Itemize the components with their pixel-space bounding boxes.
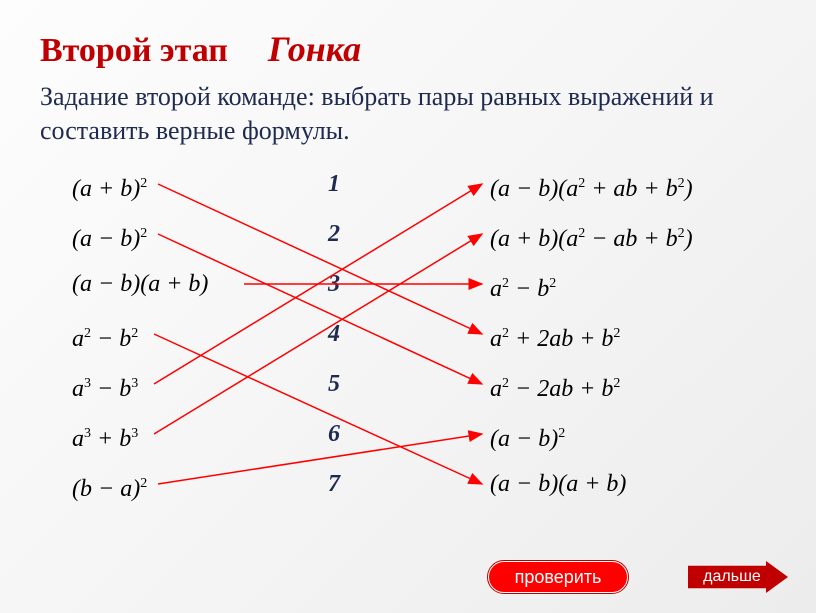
right-column: (a − b)(a2 + ab + b2) (a + b)(a2 − ab + b… <box>490 170 693 498</box>
row-number-7: 7 <box>328 470 340 498</box>
left-column: (a + b)2 (a − b)2 (a − b)(a + b) a2 − b2 a3 … <box>72 170 208 498</box>
check-button[interactable]: проверить <box>488 561 628 593</box>
row-number-5: 5 <box>328 370 340 398</box>
right-expr-5: a2 − 2ab + b2 <box>490 370 693 398</box>
row-number-6: 6 <box>328 420 340 448</box>
task-description: Задание второй команде: выбрать пары рав… <box>40 80 760 148</box>
stage-title: Второй этап <box>40 32 228 70</box>
row-number-4: 4 <box>328 320 340 348</box>
right-expr-3: a2 − b2 <box>490 270 693 298</box>
right-expr-4: a2 + 2ab + b2 <box>490 320 693 348</box>
left-expr-6: a3 + b3 <box>72 420 208 448</box>
left-expr-1: (a + b)2 <box>72 170 208 198</box>
next-button[interactable]: дальше <box>688 561 788 593</box>
left-expr-4: a2 − b2 <box>72 320 208 348</box>
row-number-1: 1 <box>328 170 340 198</box>
right-expr-1: (a − b)(a2 + ab + b2) <box>490 170 693 198</box>
right-expr-7: (a − b)(a + b) <box>490 470 693 498</box>
left-expr-5: a3 − b3 <box>72 370 208 398</box>
left-expr-3: (a − b)(a + b) <box>72 270 208 298</box>
left-expr-7: (b − a)2 <box>72 470 208 498</box>
race-title: Гонка <box>268 28 361 70</box>
matching-area: (a + b)2 (a − b)2 (a − b)(a + b) a2 − b2 a3 … <box>0 170 816 550</box>
right-expr-6: (a − b)2 <box>490 420 693 448</box>
right-expr-2: (a + b)(a2 − ab + b2) <box>490 220 693 248</box>
left-expr-2: (a − b)2 <box>72 220 208 248</box>
number-column: 1 2 3 4 5 6 7 <box>328 170 340 498</box>
row-number-3: 3 <box>328 270 340 298</box>
row-number-2: 2 <box>328 220 340 248</box>
